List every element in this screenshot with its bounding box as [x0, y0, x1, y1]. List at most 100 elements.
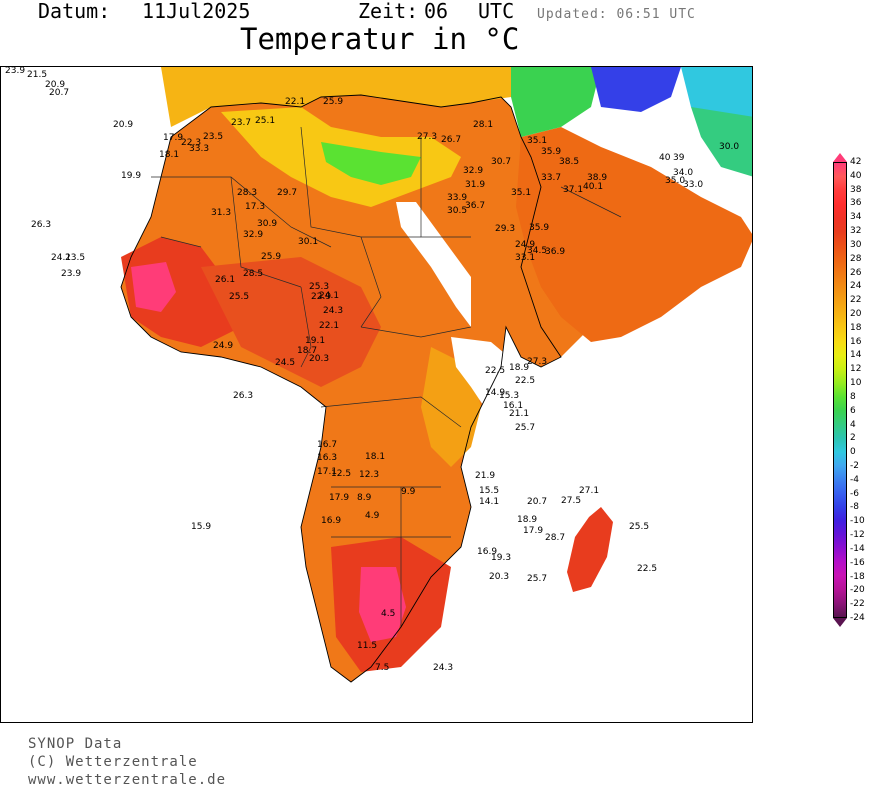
- legend-tick: 30: [850, 239, 862, 250]
- legend-tick: 38: [850, 184, 862, 195]
- legend-tick: 20: [850, 309, 862, 319]
- legend-tick: -20: [850, 585, 865, 596]
- station-temperature: 16.9: [321, 516, 341, 526]
- station-temperature: 35.1: [527, 136, 547, 146]
- station-temperature: 20.7: [527, 497, 547, 507]
- station-temperature: 9.9: [401, 487, 416, 497]
- africa-landmass: [121, 95, 651, 682]
- station-temperature: 34.0: [673, 168, 693, 178]
- station-temperature: 20.3: [489, 572, 509, 582]
- station-temperature: 15.3: [499, 391, 519, 401]
- station-temperature: 36.9: [545, 247, 565, 257]
- station-temperature: 25.9: [261, 252, 281, 262]
- station-temperature: 11.5: [357, 641, 377, 651]
- station-temperature: 27.1: [579, 486, 599, 496]
- station-temperature: 14.1: [479, 497, 499, 507]
- legend-tick: 36: [850, 198, 862, 209]
- station-temperature: 8.9: [357, 493, 372, 503]
- station-temperature: 34.5: [527, 246, 547, 256]
- legend-tick: 32: [850, 226, 862, 237]
- station-temperature: 23.7: [231, 118, 251, 128]
- station-temperature: 21.9: [475, 471, 495, 481]
- station-temperature: 20.7: [49, 88, 69, 98]
- legend-tick: 28: [850, 253, 862, 264]
- station-temperature: 17.1: [317, 467, 337, 477]
- station-temperature: 33.7: [541, 173, 561, 183]
- station-temperature: 25.5: [229, 292, 249, 302]
- arabia-landmass: [516, 127, 752, 342]
- station-temperature: 30.5: [447, 206, 467, 216]
- sahara-green-zone: [321, 142, 421, 185]
- station-temperature: 17.9: [163, 133, 183, 143]
- station-temperature: 27.5: [561, 496, 581, 506]
- station-temperature: 35.9: [541, 147, 561, 157]
- legend-tick: -12: [850, 530, 865, 541]
- legend-tick: 2: [850, 433, 856, 444]
- station-temperature: 25.1: [255, 116, 275, 126]
- station-temperature: 23.9: [5, 67, 25, 76]
- station-temperature: 25.5: [629, 522, 649, 532]
- legend-tick: -6: [850, 488, 859, 499]
- station-temperature: 26.1: [215, 275, 235, 285]
- station-temperature: 25.7: [527, 574, 547, 584]
- station-temperature: 27.3: [527, 357, 547, 367]
- station-temperature: 16.9: [477, 547, 497, 557]
- station-temperature: 17.9: [523, 526, 543, 536]
- station-temperature: 24.9: [213, 341, 233, 351]
- legend-tick: -16: [850, 557, 865, 568]
- station-temperature: 23.9: [61, 269, 81, 279]
- date-value: 11Jul2025: [142, 0, 251, 23]
- station-temperature: 31.3: [211, 208, 231, 218]
- legend-tick: 8: [850, 391, 856, 402]
- station-temperature: 21.5: [27, 70, 47, 80]
- credits: SYNOP Data (C) Wetterzentrale www.wetter…: [28, 735, 226, 789]
- legend-tick: 4: [850, 419, 856, 430]
- station-temperature: 15.5: [479, 486, 499, 496]
- station-temperature: 20.3: [309, 354, 329, 364]
- station-temperature: 22.1: [285, 97, 305, 107]
- station-temperature: 20.9: [113, 120, 133, 130]
- legend-tick: 10: [850, 378, 862, 389]
- station-temperature: 40.1: [583, 182, 603, 192]
- temperature-map[interactable]: 23.9 21.5 20.9 20.7 20.9 17.9 18.1 22.3 33.3 19.9…: [0, 66, 753, 723]
- station-temperature: 35.0: [665, 176, 685, 186]
- credits-line-synop: SYNOP Data: [28, 736, 123, 752]
- credits-line-url[interactable]: www.wetterzentrale.de: [28, 772, 227, 788]
- station-temperature: 38.5: [559, 157, 579, 167]
- legend-tick: 34: [850, 212, 862, 223]
- madagascar-landmass: [567, 507, 613, 592]
- station-temperature: 31.9: [465, 180, 485, 190]
- station-temperature: 17.3: [245, 202, 265, 212]
- station-temperature: 18.9: [509, 363, 529, 373]
- station-temperature: 38.9: [587, 173, 607, 183]
- station-temperature: 21.1: [509, 409, 529, 419]
- station-temperature: 24.1: [51, 253, 71, 263]
- station-temperature: 35.9: [529, 223, 549, 233]
- legend-tick: 14: [850, 350, 862, 361]
- middle-east-cool: [511, 67, 601, 137]
- station-temperature: 35.1: [511, 188, 531, 198]
- legend-tick: -4: [850, 474, 859, 485]
- station-temperature: 25.7: [515, 423, 535, 433]
- updated-timestamp: Updated: 06:51 UTC: [537, 7, 696, 22]
- station-temperature: 17.9: [329, 493, 349, 503]
- station-temperature: 18.1: [159, 150, 179, 160]
- legend-tick: -10: [850, 516, 865, 527]
- legend-tick: 6: [850, 405, 856, 416]
- station-temperature: 4.5: [381, 609, 395, 619]
- station-temperature: 22.5: [485, 366, 505, 376]
- station-temperature: 39: [673, 153, 685, 163]
- station-temperature: 18.1: [365, 452, 385, 462]
- legend-tick: -18: [850, 571, 865, 582]
- station-temperature: 33.1: [515, 253, 535, 263]
- coastline: [120, 94, 562, 683]
- station-temperature: 23.5: [203, 132, 223, 142]
- legend-tick: 42: [850, 157, 862, 167]
- central-africa-warm: [201, 257, 381, 387]
- time-label: Zeit:: [358, 0, 419, 23]
- legend-colorbar: [833, 162, 847, 618]
- station-temperature: 25.3: [309, 282, 329, 292]
- station-temperature: 28.7: [545, 533, 565, 543]
- station-temperature: 24.3: [433, 663, 453, 673]
- station-temperature: 22.5: [515, 376, 535, 386]
